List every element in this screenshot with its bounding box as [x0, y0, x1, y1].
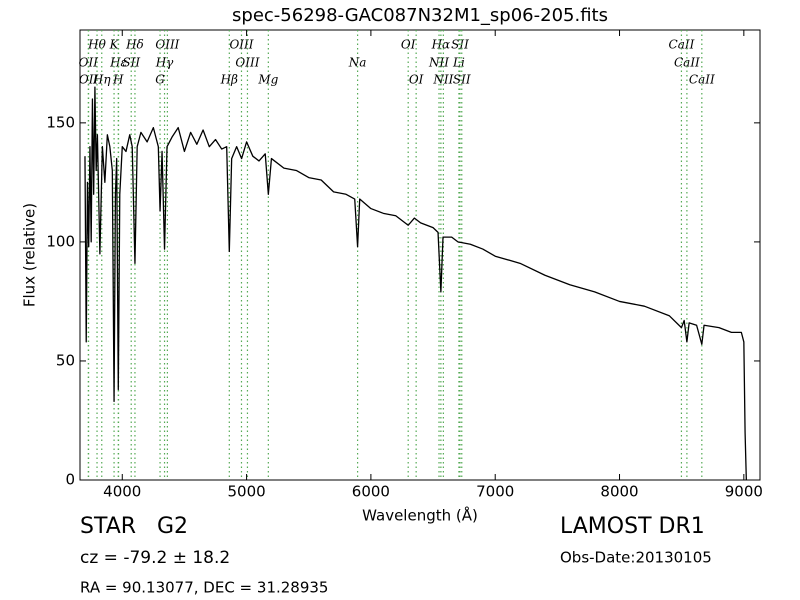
x-tick-label: 5000 [227, 483, 265, 501]
spectral-line-label: OIII [155, 38, 179, 52]
spectral-line-label: OI [401, 38, 416, 52]
x-axis-label: Wavelength (Å) [362, 506, 478, 525]
info-text: LAMOST DR1 [560, 514, 705, 539]
spectral-line-label: Hη [92, 73, 111, 87]
x-tick-label: 6000 [352, 483, 390, 501]
spectral-line-label: Hα [431, 38, 451, 52]
spectral-line-label: CaII [674, 56, 700, 70]
y-tick-label: 150 [46, 113, 75, 131]
x-tick-label: 9000 [725, 483, 763, 501]
x-tick-label: 4000 [103, 483, 141, 501]
spectral-line-label: OI [409, 73, 424, 87]
spectral-line-label: SII [451, 38, 469, 52]
spectral-line-label: CaII [689, 73, 715, 87]
y-axis-label: Flux (relative) [21, 203, 39, 307]
info-text: Obs-Date:20130105 [560, 549, 712, 567]
spectral-line-label: Mg [257, 73, 278, 87]
x-tick-label: 7000 [476, 483, 514, 501]
chart-title: spec-56298-GAC087N32M1_sp06-205.fits [232, 5, 608, 26]
y-tick-label: 100 [46, 232, 75, 250]
spectral-line-label: CaII [669, 38, 695, 52]
info-text: RA = 90.13077, DEC = 31.28935 [80, 579, 328, 597]
spectral-line-label: K [109, 38, 120, 52]
spectral-line-label: Li [452, 56, 465, 70]
info-text: STAR G2 [80, 514, 188, 539]
spectral-line-label: Hδ [125, 38, 144, 52]
spectral-line-label: NII [432, 73, 453, 87]
spectral-line-label: OII [79, 73, 99, 87]
spectral-line-label: SII [453, 73, 471, 87]
spectral-line-label: Hθ [87, 38, 106, 52]
plot-frame [79, 29, 761, 481]
spectral-line-label: OIII [235, 56, 259, 70]
spectrum-line [84, 86, 747, 481]
y-tick-label: 0 [65, 471, 75, 489]
spectral-line-label: NII [428, 56, 449, 70]
y-tick-label: 50 [56, 351, 75, 369]
spectral-line-label: OIII [229, 38, 253, 52]
spectral-line-label: H [112, 73, 124, 87]
x-tick-label: 8000 [600, 483, 638, 501]
spectral-line-label: Hγ [155, 56, 174, 70]
spectral-line-label: SII [122, 56, 140, 70]
spectral-line-label: G [155, 73, 165, 87]
spectral-line-label: Na [348, 56, 367, 70]
spectral-line-label: Hβ [220, 73, 238, 87]
info-text: cz = -79.2 ± 18.2 [80, 548, 230, 568]
